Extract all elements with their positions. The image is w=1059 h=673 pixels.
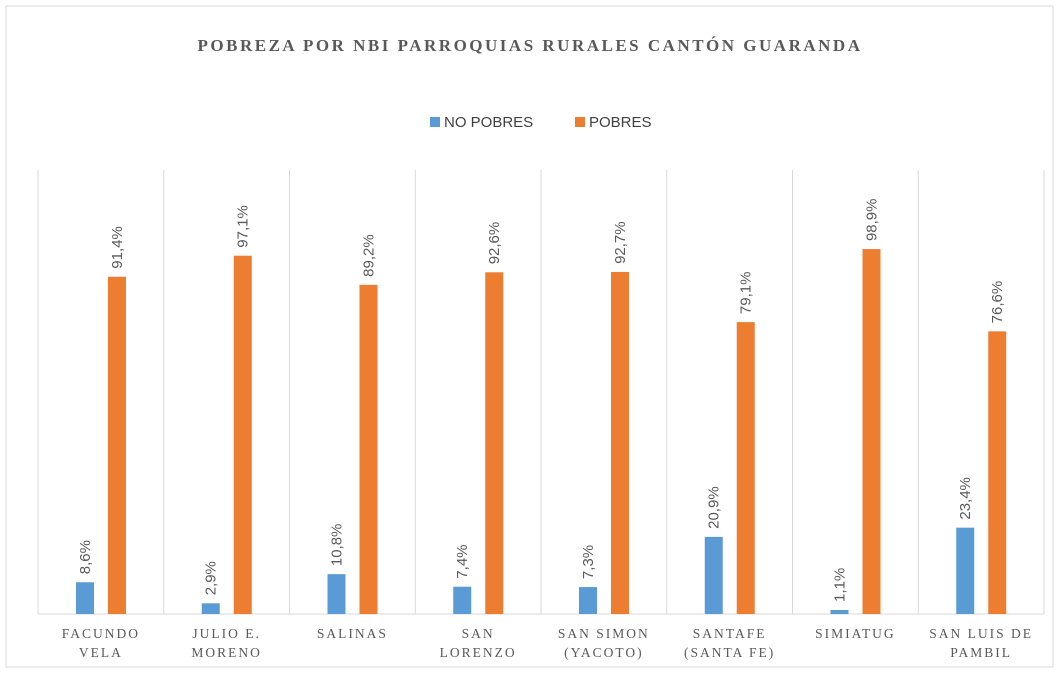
chart-border xyxy=(5,5,1054,668)
bar xyxy=(485,272,504,614)
bar xyxy=(76,582,94,614)
bar xyxy=(233,255,252,615)
data-label: 76,6% xyxy=(989,281,1006,324)
data-label: 92,6% xyxy=(486,222,503,265)
bar xyxy=(956,527,975,614)
data-label: 79,1% xyxy=(738,272,755,315)
chart-title: POBREZA POR NBI PARROQUIAS RURALES CANTÓ… xyxy=(197,36,863,55)
data-label: 89,2% xyxy=(361,234,378,277)
x-tick-label: SALINAS xyxy=(316,626,388,641)
data-label: 92,7% xyxy=(612,221,629,264)
data-label: 2,9% xyxy=(203,561,220,595)
bar xyxy=(453,586,472,614)
bar xyxy=(108,276,126,614)
x-tick-label: FACUNDO VELA xyxy=(61,626,140,660)
x-tick-label: SAN SIMON (YACOTO) xyxy=(557,626,650,660)
legend-label: POBRES xyxy=(589,114,652,131)
x-tick-label: SAN LORENZO xyxy=(439,626,517,660)
bar xyxy=(704,536,723,614)
legend-label: NO POBRES xyxy=(444,114,533,131)
bar xyxy=(862,249,881,614)
data-label: 7,4% xyxy=(454,544,471,578)
data-label: 7,3% xyxy=(580,545,597,579)
bar xyxy=(611,271,629,614)
legend-swatch xyxy=(575,117,585,127)
bar xyxy=(327,574,346,614)
data-label: 97,1% xyxy=(235,205,252,248)
bar xyxy=(736,322,755,614)
x-tick-label: SIMIATUG xyxy=(815,626,896,641)
data-label: 8,6% xyxy=(77,540,94,574)
bar xyxy=(830,609,849,614)
bar xyxy=(988,331,1007,614)
data-label: 98,9% xyxy=(864,199,881,242)
data-label: 91,4% xyxy=(109,226,126,269)
bar xyxy=(201,603,220,614)
x-tick-label: SAN LUIS DE PAMBIL xyxy=(929,626,1033,660)
data-label: 23,4% xyxy=(957,477,974,520)
x-tick-label: SANTAFE (SANTA FE) xyxy=(683,626,776,660)
data-label: 20,9% xyxy=(706,486,723,529)
data-label: 10,8% xyxy=(329,524,346,567)
legend-swatch xyxy=(430,117,440,127)
bar xyxy=(359,284,378,614)
bar xyxy=(579,587,597,614)
x-tick-label: JULIO E. MORENO xyxy=(191,626,262,660)
data-label: 1,1% xyxy=(832,568,849,602)
